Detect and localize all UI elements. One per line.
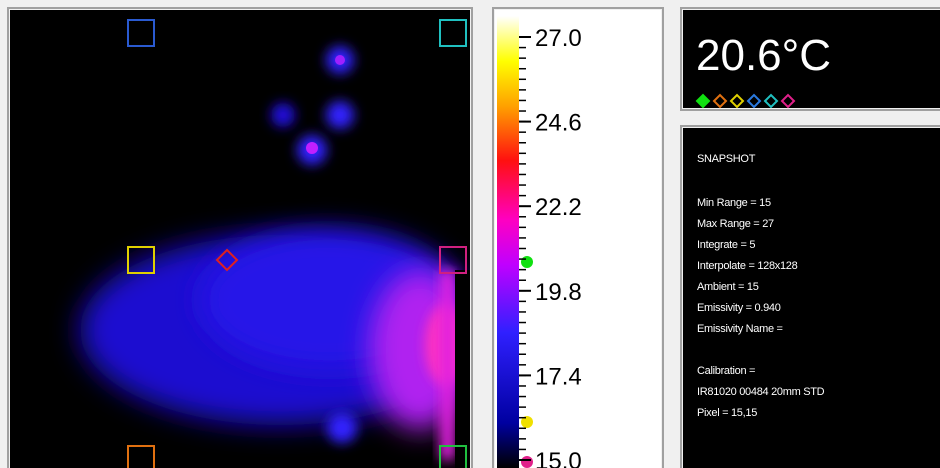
scale-label: 22.2 (535, 194, 582, 221)
setting-line: Max Range = 27 (697, 218, 774, 230)
temperature-readout: 20.6°C (696, 31, 831, 80)
thermal-image (8, 8, 480, 468)
app-window: 27.0 24.6 22.2 19.8 17.4 15.0 20.6°C SNAPSHOT… (0, 0, 940, 468)
calibration-line: Pixel = 15,15 (697, 407, 757, 419)
scale-label: 19.8 (535, 279, 582, 306)
reading-panel: 20.6°C (681, 8, 940, 110)
setting-line: Emissivity Name = (697, 323, 783, 335)
calibration-line: IR81020 00484 20mm STD (697, 386, 825, 398)
gradient-bar (497, 16, 519, 468)
scale-label: 27.0 (535, 25, 582, 52)
scale-label: 15.0 (535, 448, 582, 468)
info-title: SNAPSHOT (697, 153, 756, 165)
setting-line: Integrate = 5 (697, 239, 755, 251)
scale-label: 17.4 (535, 363, 582, 390)
info-panel: SNAPSHOT Min Range = 15 Max Range = 27 Int… (681, 126, 940, 468)
color-scale: 27.0 24.6 22.2 19.8 17.4 15.0 (493, 8, 663, 468)
setting-line: Emissivity = 0.940 (697, 302, 781, 314)
scale-label: 24.6 (535, 110, 582, 137)
setting-line: Interpolate = 128x128 (697, 260, 798, 272)
setting-line: Min Range = 15 (697, 197, 771, 209)
setting-line: Ambient = 15 (697, 281, 759, 293)
calibration-line: Calibration = (697, 365, 755, 377)
